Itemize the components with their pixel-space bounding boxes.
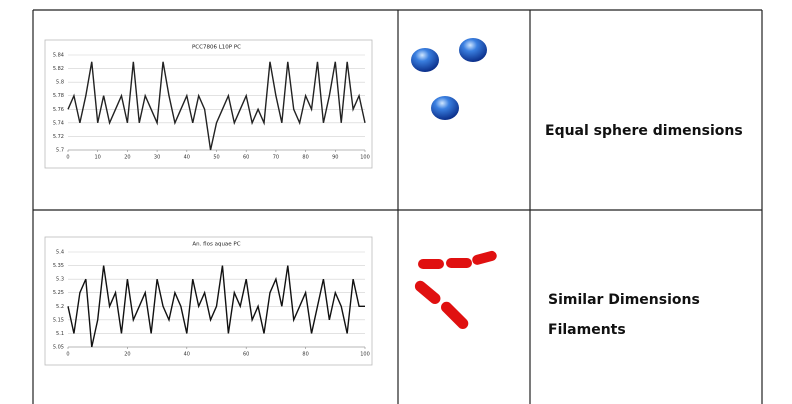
table-grid [32,9,763,404]
y-tick-label: 5.7 [56,148,64,154]
y-tick-label: 5.84 [53,53,64,59]
y-tick-label: 5.35 [53,263,64,269]
chart-panel [44,39,373,169]
y-tick-label: 5.05 [53,345,64,351]
data-line [67,265,365,348]
x-tick-label: 60 [243,155,249,161]
description: Filaments [548,322,626,338]
y-tick-label: 5.3 [56,277,64,283]
y-tick-label: 5.2 [56,304,64,310]
chart-title: PCC7806 L10P PC [192,45,241,51]
y-tick-label: 5.8 [56,80,64,86]
description: Equal sphere dimensions [545,123,743,139]
y-tick-label: 5.76 [53,107,64,113]
x-tick-label: 30 [154,155,160,161]
y-tick-label: 5.15 [53,317,64,323]
description: Similar Dimensions [548,292,700,308]
y-tick-label: 5.78 [53,93,64,99]
x-tick-label: 70 [273,155,279,161]
x-tick-label: 10 [95,155,101,161]
data-line [67,61,366,151]
x-tick-label: 0 [66,352,69,358]
x-tick-label: 90 [332,155,338,161]
x-tick-label: 40 [184,352,190,358]
chart-panel [44,236,373,366]
filament-icons [414,250,497,329]
y-tick-label: 5.74 [53,120,64,126]
x-tick-label: 40 [184,155,190,161]
x-tick-label: 80 [302,155,308,161]
x-tick-label: 20 [124,352,130,358]
chart-title: An. flos aquae PC [192,242,240,248]
y-tick-label: 5.25 [53,290,64,296]
x-tick-label: 100 [360,155,370,161]
x-tick-label: 60 [243,352,249,358]
x-tick-label: 0 [66,155,69,161]
x-tick-label: 100 [360,352,370,358]
y-tick-label: 5.72 [53,134,64,140]
x-tick-label: 80 [302,352,308,358]
y-tick-label: 5.4 [56,250,64,256]
x-tick-label: 20 [124,155,130,161]
sphere-icons [411,38,487,120]
y-tick-label: 5.82 [53,66,64,72]
y-tick-label: 5.1 [56,331,64,337]
x-tick-label: 50 [213,155,219,161]
